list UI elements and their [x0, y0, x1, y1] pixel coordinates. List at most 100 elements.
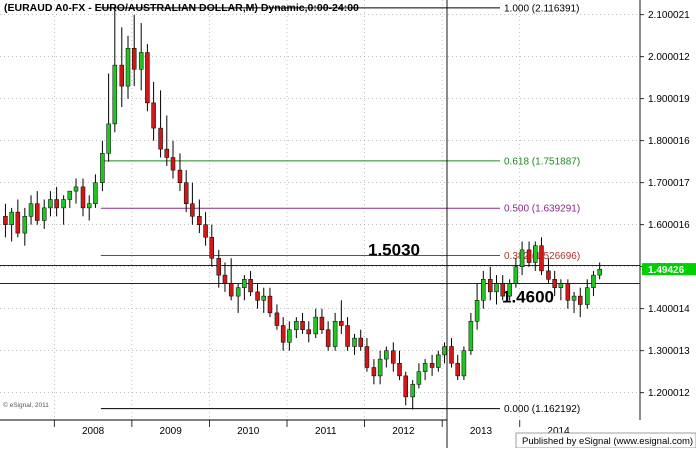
candle-body: [22, 216, 28, 234]
candle-body: [313, 316, 318, 335]
x-axis: 2008 2009 2010 2011 2012 2013 2014: [53, 420, 570, 437]
candle-body: [112, 64, 118, 125]
candle-body: [377, 358, 383, 377]
candle-body: [468, 321, 474, 351]
candle-body: [442, 346, 447, 356]
y-tick-label: 2.000012: [648, 52, 690, 63]
candle-body: [228, 283, 234, 297]
support-resistance-lines: 1.5030 1.4600: [0, 240, 640, 307]
x-tick-label: 2012: [392, 426, 415, 437]
x-tick-label: 2010: [237, 426, 260, 437]
candle-body: [397, 363, 402, 377]
candle-body: [183, 182, 189, 204]
candle-body: [578, 295, 583, 305]
candle-body: [455, 363, 460, 377]
candle-body: [164, 148, 170, 158]
candle-body: [61, 199, 66, 209]
candle-body: [507, 283, 512, 297]
candle-body: [319, 316, 325, 330]
candle-body: [261, 295, 267, 301]
candle-body: [287, 329, 292, 343]
watermark: © eSignal, 2011: [3, 401, 49, 409]
candle-body: [565, 283, 571, 301]
candlestick-series: [3, 6, 602, 410]
candle-body: [170, 157, 176, 171]
candle-body: [54, 199, 59, 209]
candle-body: [449, 346, 454, 364]
candle-body: [494, 283, 499, 293]
y-tick-label: 1.700017: [648, 178, 690, 189]
candle-body: [352, 337, 357, 347]
candle-body: [500, 283, 505, 297]
x-tick-label: 2008: [82, 426, 105, 437]
candle-body: [436, 354, 441, 368]
y-tick-label: 1.400014: [648, 304, 690, 315]
candle-body: [255, 291, 260, 301]
x-tick-label: 2009: [160, 426, 183, 437]
candle-body: [86, 203, 92, 209]
candle-body: [552, 279, 557, 288]
candle-body: [28, 203, 34, 217]
candle-body: [371, 367, 377, 377]
candle-body: [300, 321, 305, 330]
candle-body: [403, 375, 408, 398]
fib-level-label: 0.500 (1.639291): [504, 204, 580, 215]
y-tick-label: 2.100021: [648, 10, 690, 21]
candle-body: [158, 127, 163, 150]
candle-body: [539, 245, 544, 272]
candle-body: [429, 363, 435, 368]
candle-body: [597, 268, 602, 276]
y-tick-label: 1.800016: [648, 136, 690, 147]
candle-body: [533, 245, 538, 263]
candle-body: [100, 153, 105, 183]
hline-label: 1.4600: [502, 288, 554, 307]
candle-body: [571, 295, 577, 301]
candle-body: [410, 384, 415, 398]
candle-body: [325, 329, 331, 347]
candle-body: [591, 274, 596, 288]
candle-body: [274, 312, 280, 326]
candle-body: [216, 258, 222, 276]
candle-body: [422, 363, 428, 372]
candle-body: [48, 199, 53, 209]
publisher-text: Published by eSignal (www.esignal.com): [522, 436, 693, 447]
candle-body: [67, 190, 73, 200]
candle-body: [145, 52, 150, 104]
y-tick-label: 1.300013: [648, 346, 690, 357]
y-tick-label: 1.900019: [648, 94, 690, 105]
candle-body: [474, 300, 480, 322]
candle-body: [306, 329, 312, 335]
fib-level-label: 0.000 (1.162192): [504, 404, 580, 415]
candle-body: [364, 346, 370, 368]
candle-body: [151, 102, 156, 129]
candle-body: [177, 169, 183, 183]
candle-body: [416, 371, 422, 385]
candle-body: [584, 287, 590, 305]
last-price-marker: 1.49426: [642, 263, 696, 276]
x-tick-label: 2014: [547, 426, 570, 437]
grid-lines: [0, 0, 640, 420]
candle-body: [9, 211, 14, 225]
candle-body: [513, 266, 519, 284]
candle-body: [461, 350, 467, 377]
candle-body: [248, 279, 253, 293]
candle-body: [519, 249, 525, 267]
candle-body: [267, 295, 273, 314]
fib-level-label: 0.618 (1.751887): [504, 156, 580, 167]
candle-body: [558, 283, 564, 288]
y-tick-label: 1.600016: [648, 220, 690, 231]
candle-body: [358, 337, 363, 347]
candle-body: [345, 325, 350, 347]
last-price-box: [642, 263, 696, 276]
chart-title: (EURAUD A0-FX - EURO/AUSTRALIAN DOLLAR,M…: [4, 2, 359, 14]
candle-body: [242, 279, 247, 288]
candle-body: [73, 186, 79, 192]
candle-body: [222, 274, 228, 284]
candle-body: [391, 350, 396, 364]
candle-body: [119, 64, 125, 87]
candle-body: [280, 325, 286, 343]
candle-body: [3, 216, 8, 225]
fib-level-label: 1.000 (2.116391): [504, 3, 579, 14]
hline-label: 1.5030: [368, 240, 420, 259]
